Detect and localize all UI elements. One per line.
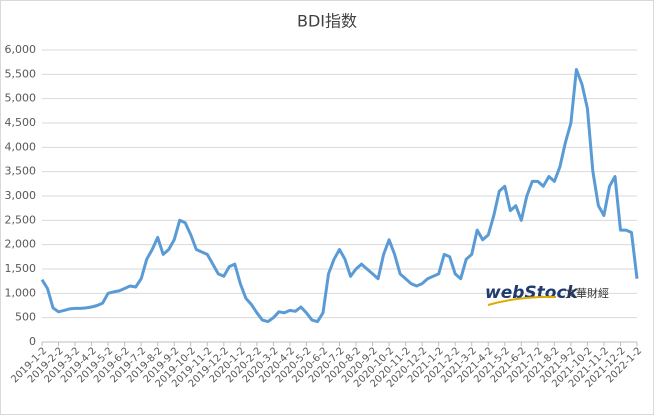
y-tick-label: 4,500 xyxy=(5,116,37,129)
y-tick-label: 3,500 xyxy=(5,165,37,178)
y-tick-label: 2,500 xyxy=(5,213,37,226)
watermark-swoosh xyxy=(487,295,557,306)
y-tick-label: 0 xyxy=(29,335,36,348)
y-tick-label: 6,000 xyxy=(5,43,37,56)
y-tick-label: 3,000 xyxy=(5,189,37,202)
data-line xyxy=(40,68,639,324)
y-tick-label: 1,500 xyxy=(5,262,37,275)
y-tick-label: 5,500 xyxy=(5,67,37,80)
y-tick-label: 1,000 xyxy=(5,286,37,299)
watermark-brand: webStock xyxy=(485,283,580,303)
chart-title: BDI指数 xyxy=(297,12,357,31)
y-tick-label: 2,000 xyxy=(5,238,37,251)
y-tick-label: 5,000 xyxy=(5,92,37,105)
y-tick-label: 500 xyxy=(15,311,36,324)
y-tick-label: 4,000 xyxy=(5,140,37,153)
watermark-name: 文華財經 xyxy=(565,286,609,300)
